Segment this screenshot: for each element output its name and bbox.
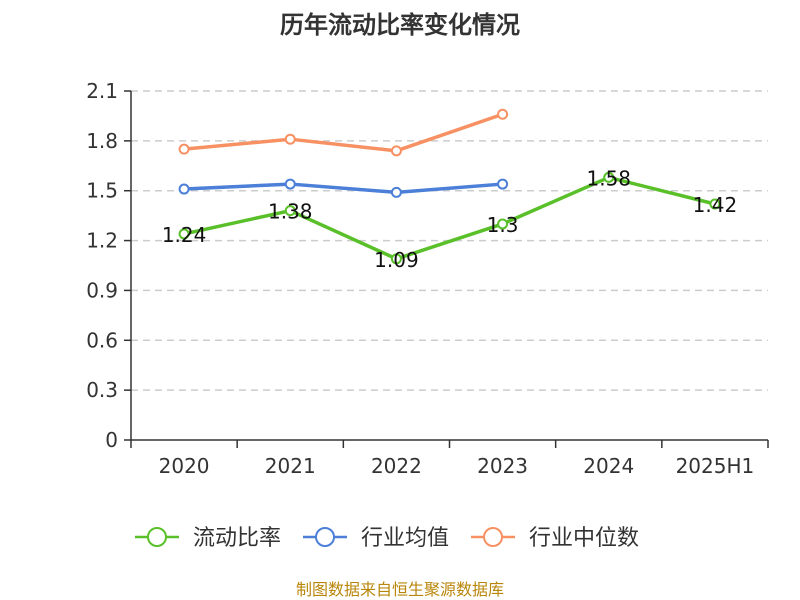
x-tick-label: 2020 <box>159 454 210 478</box>
data-label: 1.42 <box>693 193 738 217</box>
legend-swatch-marker <box>147 527 167 547</box>
source-note: 制图数据来自恒生聚源数据库 <box>296 580 504 599</box>
data-point[interactable] <box>497 108 509 120</box>
y-tick-label: 1.2 <box>86 229 118 253</box>
x-tick-label: 2022 <box>371 454 422 478</box>
data-point[interactable] <box>284 133 296 145</box>
data-point[interactable] <box>497 178 509 190</box>
legend-item-2[interactable]: 行业中位数 <box>471 526 639 551</box>
x-tick-label: 2025H1 <box>676 454 755 478</box>
data-point[interactable] <box>178 183 190 195</box>
axes: 0 0.3 0.6 0.9 1.2 1.5 1.8 2.1 2020 2021 2022 2023 20… <box>86 79 769 478</box>
y-tick-label: 2.1 <box>86 79 118 103</box>
legend-label: 流动比率 <box>193 526 281 551</box>
legend-item-0[interactable]: 流动比率 <box>135 526 281 551</box>
series-line-0 <box>182 175 717 261</box>
series-lines <box>178 108 721 265</box>
y-tick-label: 0.3 <box>86 378 118 402</box>
data-label: 1.24 <box>162 223 207 247</box>
data-point[interactable] <box>709 198 721 210</box>
chart-title: 历年流动比率变化情况 <box>280 11 520 39</box>
y-tick-label: 1.5 <box>86 179 118 203</box>
data-point[interactable] <box>390 145 402 157</box>
data-label: 1.3 <box>487 213 519 237</box>
legend-swatch-marker <box>315 527 336 547</box>
data-point[interactable] <box>284 205 296 217</box>
data-label: 1.09 <box>374 248 419 272</box>
legend-item-1[interactable]: 行业均值 <box>303 526 449 551</box>
data-point[interactable] <box>178 228 190 240</box>
data-point[interactable] <box>178 143 190 155</box>
legend[interactable]: 流动比率 行业均值 行业中位数 <box>135 526 639 551</box>
y-tick-label: 1.8 <box>86 129 118 153</box>
data-point[interactable] <box>497 218 509 230</box>
data-label: 1.38 <box>268 200 313 224</box>
x-tick-label: 2023 <box>477 454 528 478</box>
x-tick-label: 2024 <box>583 454 634 478</box>
y-tick-label: 0.6 <box>86 328 118 352</box>
series-line-1 <box>182 182 505 195</box>
data-point[interactable] <box>390 186 402 198</box>
data-point[interactable] <box>284 178 296 190</box>
series-line-2 <box>182 112 505 153</box>
y-tick-label: 0.9 <box>86 278 118 302</box>
y-tick-label: 0 <box>105 428 118 452</box>
data-point[interactable] <box>603 171 615 183</box>
data-point[interactable] <box>390 253 402 265</box>
legend-label: 行业中位数 <box>529 526 639 551</box>
data-label: 1.58 <box>586 166 631 190</box>
x-tick-label: 2021 <box>265 454 316 478</box>
legend-label: 行业均值 <box>361 526 449 551</box>
legend-swatch-marker <box>483 527 504 547</box>
data-labels: 1.24 1.38 1.09 1.3 1.58 1.42 <box>162 166 737 271</box>
